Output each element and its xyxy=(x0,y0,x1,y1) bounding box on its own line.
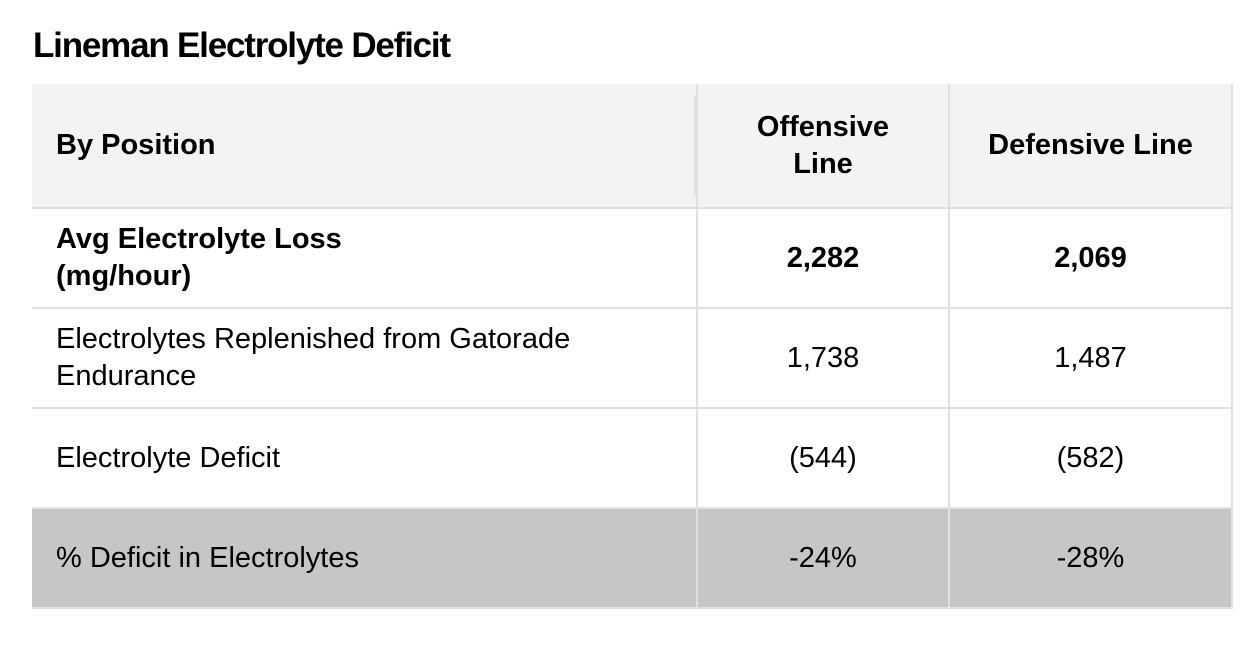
cell-defensive: 1,487 xyxy=(948,307,1233,409)
row-label: Avg Electrolyte Loss (mg/hour) xyxy=(32,207,698,309)
table-row: Electrolyte Deficit (544) (582) xyxy=(32,407,1233,509)
cell-defensive: (582) xyxy=(948,407,1233,509)
cell-offensive: 1,738 xyxy=(696,307,950,409)
header-offensive-line-label: Offensive Line xyxy=(756,110,890,180)
electrolyte-deficit-table: By Position Offensive Line Defensive Lin… xyxy=(32,84,1233,609)
row-label: % Deficit in Electrolytes xyxy=(32,507,698,609)
header-row: By Position Offensive Line Defensive Lin… xyxy=(32,84,1233,209)
cell-offensive: (544) xyxy=(696,407,950,509)
table-row: % Deficit in Electrolytes -24% -28% xyxy=(32,507,1233,609)
header-offensive-line: Offensive Line xyxy=(696,84,950,209)
table-row: Avg Electrolyte Loss (mg/hour) 2,282 2,0… xyxy=(32,207,1233,309)
cell-defensive: -28% xyxy=(948,507,1233,609)
row-label-text: Avg Electrolyte Loss (mg/hour) xyxy=(56,223,342,292)
table-row: Electrolytes Replenished from Gatorade E… xyxy=(32,307,1233,409)
cell-offensive: 2,282 xyxy=(696,207,950,309)
row-label: Electrolyte Deficit xyxy=(32,407,698,509)
row-label: Electrolytes Replenished from Gatorade E… xyxy=(32,307,698,409)
table-title: Lineman Electrolyte Deficit xyxy=(33,26,451,65)
header-defensive-line: Defensive Line xyxy=(948,84,1233,209)
header-by-position: By Position xyxy=(32,84,697,209)
cell-offensive: -24% xyxy=(696,507,950,609)
cell-defensive: 2,069 xyxy=(948,207,1233,309)
